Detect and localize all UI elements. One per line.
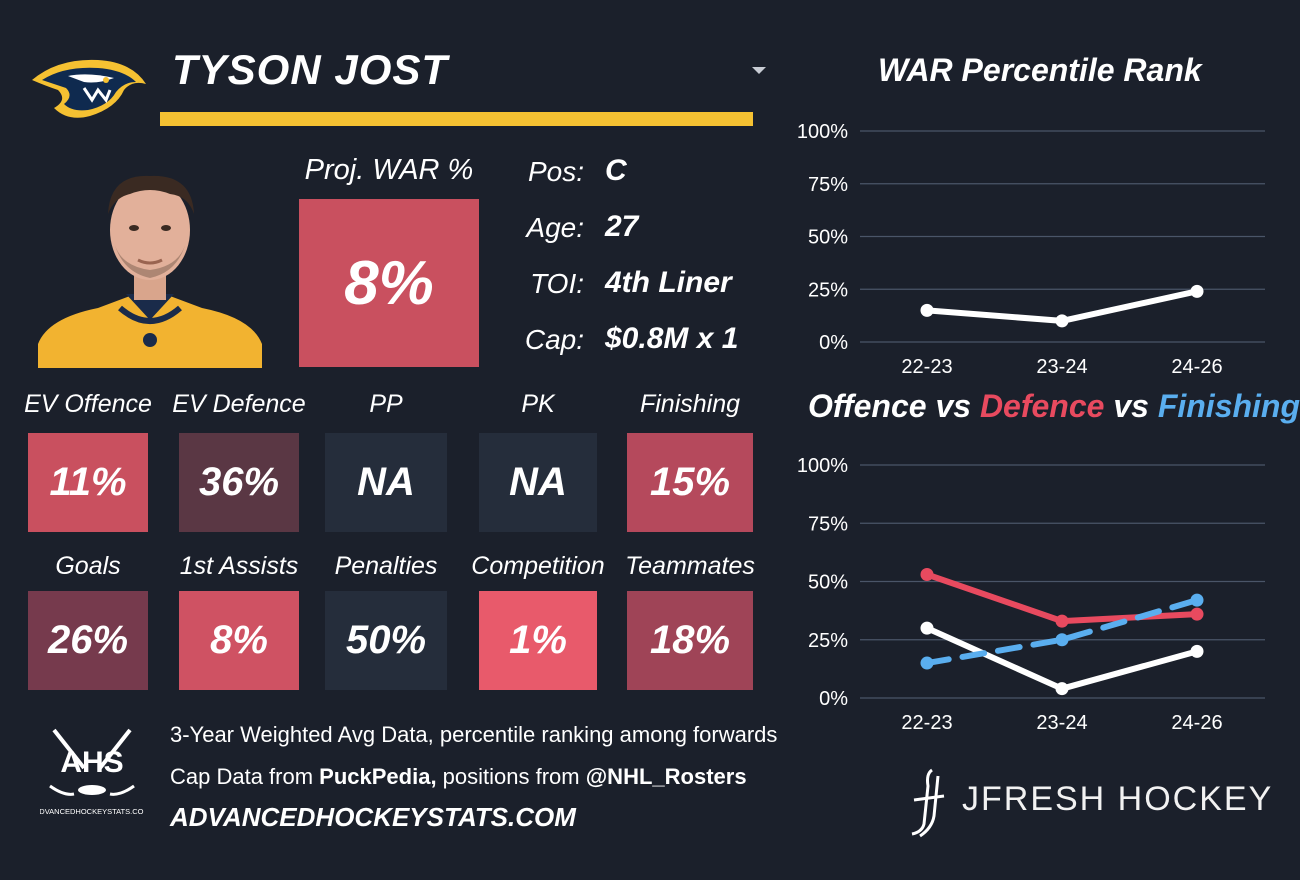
y-tick-label: 100% <box>797 455 848 477</box>
title-offence: Offence <box>808 388 927 424</box>
y-tick-label: 75% <box>808 174 848 196</box>
y-tick-label: 100% <box>797 121 848 143</box>
info-label-toi: TOI: <box>530 268 584 299</box>
stat-tile: 36% <box>179 433 299 532</box>
series-point <box>920 656 934 670</box>
series-point <box>1190 644 1204 658</box>
y-tick-label: 0% <box>819 332 848 354</box>
series-point <box>1190 593 1204 607</box>
series-point <box>920 303 934 317</box>
stat-value: 15% <box>649 460 731 504</box>
components-chart: 0% 25% 50% 75% 100% 22-23 23-24 24-26 <box>797 455 1265 734</box>
stat-tile: 50% <box>325 591 447 690</box>
info-value-cap: $0.8M x 1 <box>605 322 739 355</box>
y-tick-label: 50% <box>808 227 848 249</box>
stat-label: Finishing <box>639 390 741 418</box>
brand-name: JFRESH HOCKEY <box>962 780 1274 818</box>
y-tick-label: 0% <box>819 688 848 710</box>
series-point <box>1055 633 1069 647</box>
team-logo <box>32 59 146 118</box>
components-chart-title: Offence vs Defence vs Finishing <box>808 388 1300 425</box>
title-vs-2: vs <box>1104 388 1158 424</box>
series-point <box>1055 682 1069 696</box>
stat-tile: 11% <box>28 433 148 532</box>
footer-source-handle: @NHL_Rosters <box>585 764 747 789</box>
series-point <box>1190 284 1204 298</box>
ahs-logo-text: AHS <box>60 746 123 779</box>
war-value-tile: 8% <box>299 199 479 367</box>
stat-value: 50% <box>345 618 427 662</box>
stat-tile: NA <box>325 433 447 532</box>
stat-label: Penalties <box>334 552 438 580</box>
stat-label: PP <box>369 390 403 418</box>
info-label-age: Age: <box>526 212 584 243</box>
series-point <box>1190 607 1204 621</box>
info-label-position: Pos: <box>527 156 584 187</box>
stat-value: 36% <box>198 460 280 504</box>
stat-tile: 8% <box>179 591 299 690</box>
series-point <box>1055 314 1069 328</box>
war-label: Proj. WAR % <box>304 154 474 186</box>
war-value: 8% <box>344 248 434 318</box>
info-value-age: 27 <box>605 210 639 243</box>
x-tick-label: 23-24 <box>1036 712 1087 734</box>
stat-label: Competition <box>471 552 605 580</box>
player-photo <box>38 175 262 368</box>
footer-source-middle: positions from <box>436 764 586 789</box>
series-point <box>1055 614 1069 628</box>
stat-tile: 18% <box>627 591 753 690</box>
stat-value: 8% <box>210 618 268 662</box>
jfresh-logo-icon <box>911 768 945 838</box>
series-point <box>920 621 934 635</box>
series-point <box>920 568 934 582</box>
y-tick-label: 50% <box>808 572 848 594</box>
stat-value: 26% <box>47 618 129 662</box>
stat-label: 1st Assists <box>179 552 299 580</box>
site-url[interactable]: ADVANCEDHOCKEYSTATS.COM <box>170 802 576 832</box>
player-name: TYSON JOST <box>172 46 449 93</box>
title-finishing: Finishing <box>1157 388 1300 424</box>
stat-label: EV Defence <box>172 390 306 418</box>
y-tick-label: 75% <box>808 513 848 535</box>
footer-note-data: 3-Year Weighted Avg Data, percentile ran… <box>170 722 778 747</box>
title-defence: Defence <box>979 388 1105 424</box>
title-vs-1: vs <box>926 388 980 424</box>
info-label-cap: Cap: <box>524 324 584 355</box>
stat-label: EV Offence <box>24 390 152 418</box>
stat-label: PK <box>521 390 555 418</box>
info-value-toi: 4th Liner <box>605 266 732 299</box>
x-tick-label: 24-26 <box>1171 356 1222 378</box>
war-percentile-chart: 0% 25% 50% 75% 100% 22-23 23-24 24-26 <box>797 121 1265 378</box>
series-line <box>924 597 1200 667</box>
ahs-logo-subtext: ADVANCEDHOCKEYSTATS.COM <box>40 807 144 816</box>
stat-value: 11% <box>49 460 127 504</box>
stat-tile: 15% <box>627 433 753 532</box>
y-tick-label: 25% <box>808 630 848 652</box>
footer-note-sources: Cap Data from PuckPedia, positions from … <box>170 764 747 790</box>
chevron-down-icon[interactable] <box>748 62 770 78</box>
ahs-logo: AHS ADVANCEDHOCKEYSTATS.COM <box>40 728 144 816</box>
x-tick-label: 22-23 <box>901 356 952 378</box>
stat-value: 18% <box>649 618 731 662</box>
team-color-bar <box>160 112 753 126</box>
stat-value: 1% <box>509 618 567 662</box>
footer-source-prefix: Cap Data from <box>170 764 320 789</box>
stat-tile: 1% <box>479 591 597 690</box>
stat-label: Goals <box>55 552 121 580</box>
stat-label: Teammates <box>625 552 755 580</box>
x-tick-label: 23-24 <box>1036 356 1087 378</box>
stat-tile: 26% <box>28 591 148 690</box>
stat-tile: NA <box>479 433 597 532</box>
x-tick-label: 22-23 <box>901 712 952 734</box>
info-value-position: C <box>605 154 627 187</box>
war-chart-title: WAR Percentile Rank <box>878 52 1202 88</box>
stat-value: NA <box>357 460 415 504</box>
footer-source-puckpedia: PuckPedia, <box>319 764 437 789</box>
y-tick-label: 25% <box>808 279 848 301</box>
stat-value: NA <box>509 460 567 504</box>
x-tick-label: 24-26 <box>1171 712 1222 734</box>
